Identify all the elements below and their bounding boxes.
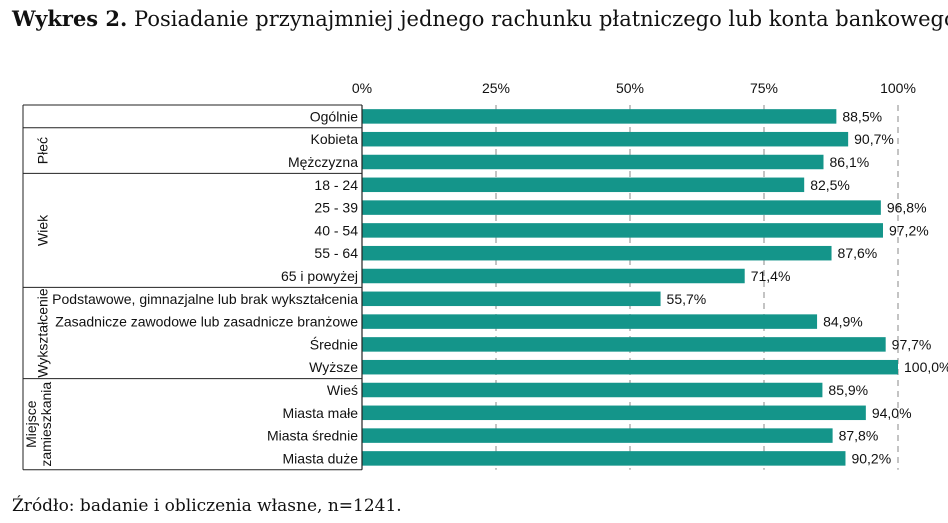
value-label: 87,8% — [839, 428, 879, 444]
value-label: 55,7% — [667, 291, 707, 307]
category-label: Średnie — [310, 335, 358, 352]
value-label: 71,4% — [751, 268, 791, 284]
value-label: 85,9% — [828, 382, 868, 398]
group-label: Wykształcenie — [35, 288, 51, 378]
category-label: 40 - 54 — [314, 222, 358, 238]
bar — [362, 154, 824, 170]
bar — [362, 405, 866, 421]
group-label-line: Miejsce — [23, 400, 39, 448]
category-label: Wyższe — [309, 359, 358, 375]
category-label: Miasta średnie — [267, 428, 358, 444]
bar — [362, 291, 661, 307]
chart-title: Wykres 2. Posiadanie przynajmniej jedneg… — [12, 6, 948, 31]
value-label: 94,0% — [872, 405, 912, 421]
title-prefix: Wykres 2. — [12, 6, 128, 31]
bar — [362, 337, 886, 352]
bar — [362, 223, 883, 238]
value-label: 86,1% — [829, 154, 869, 170]
value-label: 82,5% — [810, 177, 850, 193]
category-label: 65 i powyżej — [281, 268, 358, 284]
title-text: Posiadanie przynajmniej jednego rachunku… — [134, 7, 948, 31]
group-label-line: zamieszkania — [38, 382, 54, 467]
x-tick-label: 75% — [750, 80, 778, 96]
category-label: 18 - 24 — [314, 177, 358, 193]
group-label: Wiek — [35, 214, 51, 246]
bar — [362, 382, 823, 398]
bar — [362, 245, 832, 261]
value-label: 97,7% — [892, 336, 932, 352]
bar — [362, 177, 805, 193]
x-tick-label: 100% — [880, 80, 916, 96]
category-label: Ogólnie — [310, 108, 358, 124]
x-tick-label: 25% — [482, 80, 510, 96]
category-label: Miasta małe — [283, 405, 359, 421]
x-tick-label: 50% — [616, 80, 644, 96]
value-label: 90,2% — [851, 450, 891, 466]
bar — [362, 268, 745, 284]
category-label: Mężczyzna — [288, 154, 358, 170]
value-label: 90,7% — [854, 131, 894, 147]
x-tick-label: 0% — [352, 80, 372, 96]
value-label: 87,6% — [838, 245, 878, 261]
bar — [362, 314, 818, 329]
category-label: Kobieta — [311, 131, 359, 147]
bar — [362, 451, 846, 466]
group-label: Płeć — [35, 137, 51, 164]
value-label: 97,2% — [889, 222, 929, 238]
group-label: Miejscezamieszkania — [23, 382, 54, 467]
category-label: 25 - 39 — [314, 200, 358, 216]
category-label: Zasadnicze zawodowe lub zasadnicze branż… — [55, 314, 358, 330]
bar — [362, 131, 849, 147]
category-label: 55 - 64 — [314, 245, 358, 261]
value-label: 88,5% — [842, 108, 882, 124]
source-note: Źródło: badanie i obliczenia własne, n=1… — [12, 496, 402, 516]
category-label: Wieś — [327, 382, 358, 398]
category-label: Podstawowe, gimnazjalne lub brak wykszta… — [52, 291, 358, 307]
value-label: 84,9% — [823, 314, 863, 330]
bar — [362, 109, 837, 124]
bar — [362, 359, 898, 375]
value-label: 100,0% — [904, 359, 948, 375]
value-label: 96,8% — [887, 200, 927, 216]
category-label: Miasta duże — [283, 450, 359, 466]
bar — [362, 200, 881, 215]
bar — [362, 428, 833, 443]
